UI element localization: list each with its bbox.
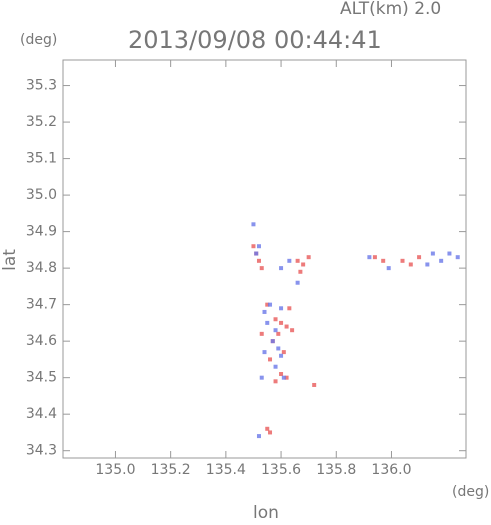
echo-point [295, 280, 300, 285]
x-tick-label: 136.0 [371, 462, 411, 478]
echo-point [265, 320, 270, 325]
x-tick-label: 135.6 [261, 462, 301, 478]
echo-point [279, 306, 284, 311]
echo-point [268, 302, 273, 307]
x-axis-label: lon [253, 503, 279, 521]
echo-point [447, 251, 452, 256]
echo-point [251, 244, 256, 249]
echo-point [408, 262, 413, 267]
echo-point [284, 375, 289, 380]
echo-point [259, 331, 264, 336]
echo-point [281, 375, 286, 380]
echo-point [455, 255, 460, 260]
echo-point [306, 255, 311, 260]
x-tick-label: 135.8 [316, 462, 356, 478]
chart-title: 2013/09/08 00:44:41 [128, 26, 382, 54]
echo-point [276, 331, 281, 336]
y-tick-label: 34.9 [26, 224, 57, 240]
y-tick-label: 34.3 [26, 443, 57, 459]
echo-point [273, 364, 278, 369]
echo-point [287, 258, 292, 263]
echo-point [251, 222, 256, 227]
echo-point [400, 258, 405, 263]
x-unit: (deg) [452, 484, 489, 500]
echo-point [298, 269, 303, 274]
echo-point [430, 251, 435, 256]
y-tick-label: 35.1 [26, 151, 57, 167]
y-tick-label: 34.8 [26, 260, 57, 276]
echo-point [425, 262, 430, 267]
echo-point [287, 306, 292, 311]
y-unit: (deg) [20, 32, 57, 48]
y-tick-label: 34.5 [26, 370, 57, 386]
x-tick-label: 135.4 [206, 462, 246, 478]
echo-point [279, 353, 284, 358]
echo-point [268, 357, 273, 362]
echo-point [295, 258, 300, 263]
y-tick-label: 35.3 [26, 78, 57, 94]
echo-point [284, 324, 289, 329]
echo-point [312, 382, 317, 387]
echo-point [254, 251, 259, 256]
echo-point [279, 372, 284, 377]
echo-point [386, 266, 391, 271]
y-tick-label: 35.2 [26, 114, 57, 130]
echo-point [256, 244, 261, 249]
echo-point [279, 266, 284, 271]
y-tick-label: 34.4 [26, 406, 57, 422]
echo-point [270, 339, 275, 344]
plot-frame [62, 59, 467, 459]
y-tick-label: 34.6 [26, 333, 57, 349]
y-tick-label: 35.0 [26, 187, 57, 203]
echo-point [439, 258, 444, 263]
y-axis-label: lat [0, 249, 20, 271]
echo-point [273, 328, 278, 333]
echo-point [290, 328, 295, 333]
echo-point [276, 346, 281, 351]
echo-point [372, 255, 377, 260]
echo-point [256, 258, 261, 263]
x-tick-label: 135.2 [151, 462, 191, 478]
echo-point [262, 309, 267, 314]
echo-point [381, 258, 386, 263]
echo-point [273, 379, 278, 384]
echo-point [367, 255, 372, 260]
echo-point [265, 302, 270, 307]
y-tick-label: 34.7 [26, 297, 57, 313]
echo-point [265, 426, 270, 431]
echo-point [259, 375, 264, 380]
echo-point [256, 434, 261, 439]
echo-point [262, 350, 267, 355]
echo-point [417, 255, 422, 260]
echo-point [279, 320, 284, 325]
echo-point [281, 350, 286, 355]
echo-point [301, 262, 306, 267]
echo-point [259, 266, 264, 271]
echo-point [273, 317, 278, 322]
echo-point [268, 430, 273, 435]
x-tick-label: 135.0 [95, 462, 135, 478]
chart-subtitle: ALT(km) 2.0 [340, 0, 441, 19]
